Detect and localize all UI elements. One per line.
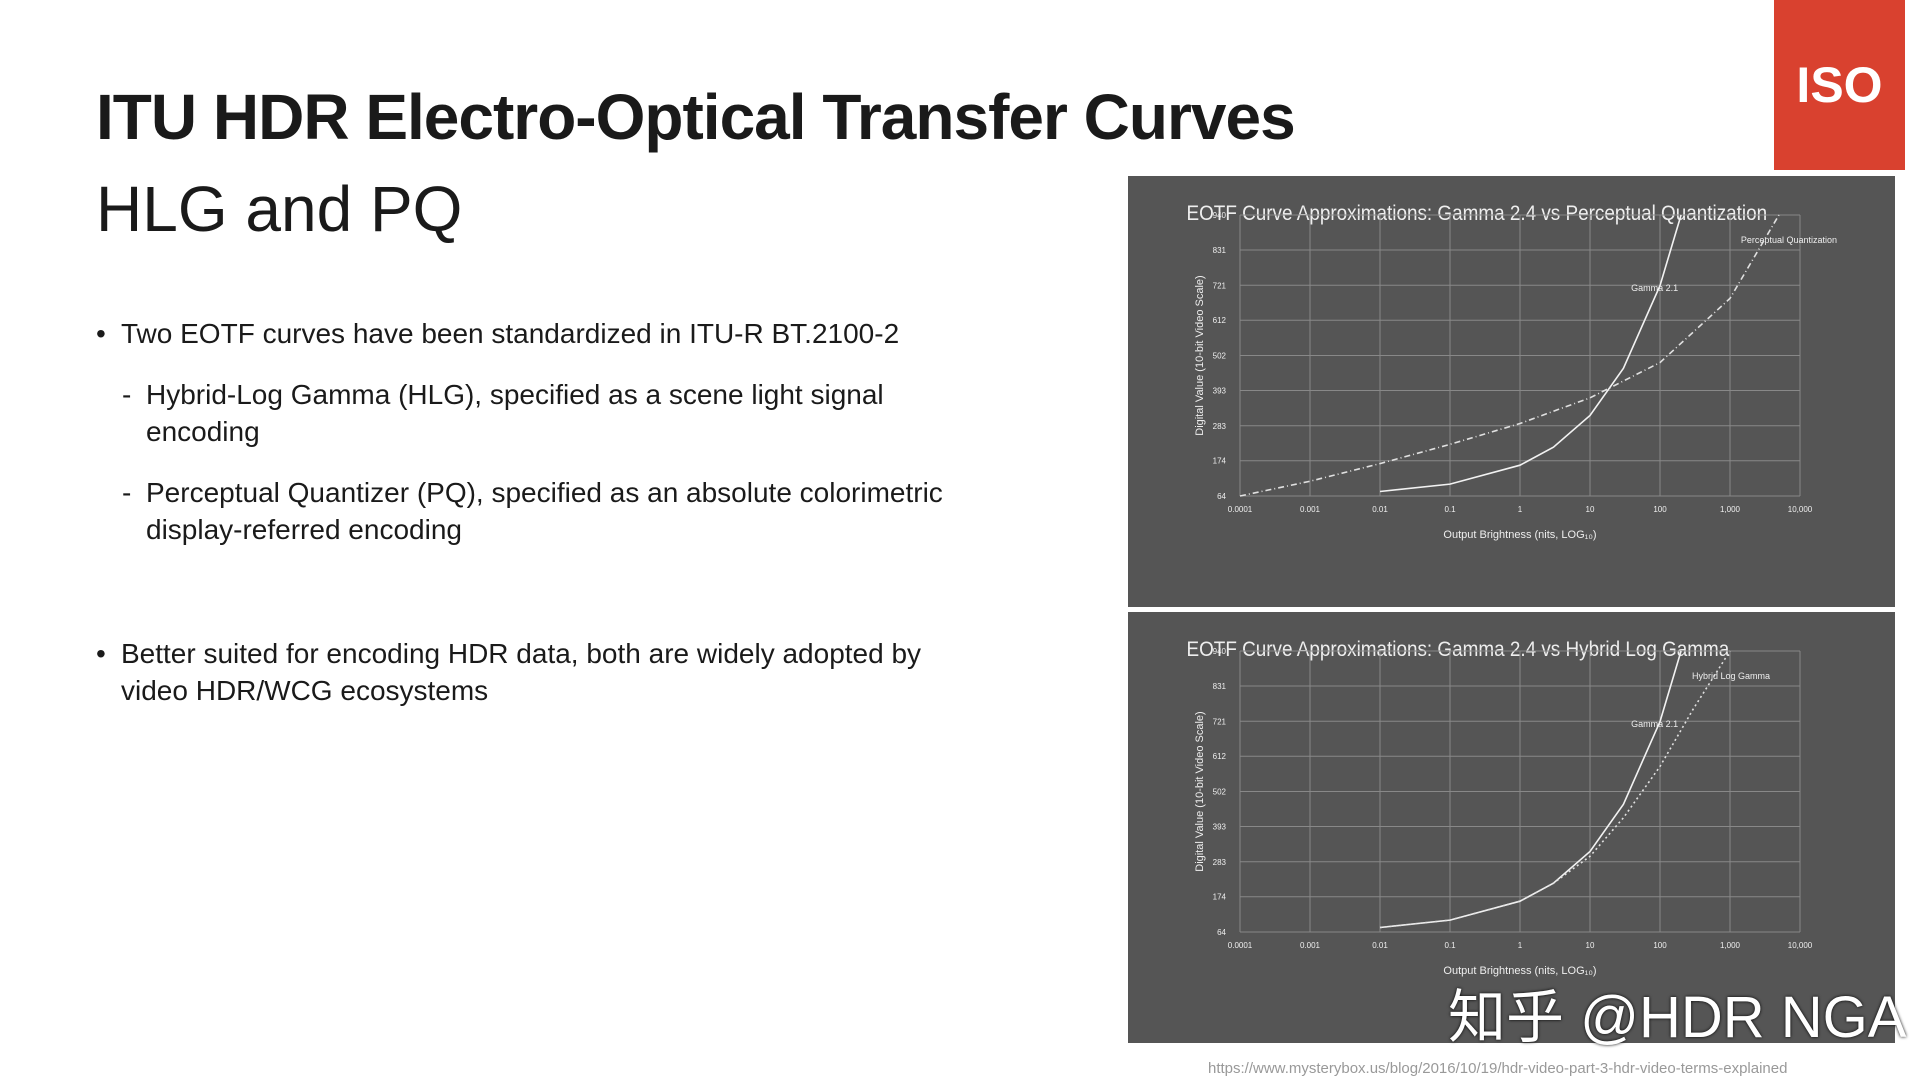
x-tick-label: 0.01	[1372, 941, 1388, 950]
y-tick-label: 831	[1213, 246, 1227, 255]
x-axis-label: Output Brightness (nits, LOG₁₀)	[1443, 965, 1596, 977]
y-tick-label: 393	[1213, 386, 1227, 395]
x-tick-label: 10	[1586, 941, 1595, 950]
x-tick-label: 10,000	[1788, 505, 1813, 514]
y-tick-label: 393	[1213, 822, 1227, 831]
x-axis-label: Output Brightness (nits, LOG₁₀)	[1443, 529, 1596, 541]
curve	[1239, 214, 1780, 497]
y-tick-label: 502	[1213, 788, 1227, 797]
x-tick-label: 0.0001	[1228, 941, 1253, 950]
chart: EOTF Curve Approximations: Gamma 2.4 vs …	[1187, 202, 1837, 541]
y-tick-label: 612	[1213, 316, 1227, 325]
y-tick-label: 612	[1213, 752, 1227, 761]
bullet-dot: •	[96, 318, 106, 349]
y-tick-label: 174	[1213, 457, 1227, 466]
x-tick-label: 1,000	[1720, 505, 1741, 514]
bullet-dot: •	[96, 638, 106, 669]
bullet: • Two EOTF curves have been standardized …	[96, 315, 956, 548]
sub-bullet: Hybrid-Log Gamma (HLG), specified as a s…	[122, 376, 956, 450]
x-tick-label: 100	[1653, 505, 1667, 514]
x-tick-label: 100	[1653, 941, 1667, 950]
watermark: 知乎 @HDR NGA	[1448, 985, 1907, 1050]
series-label: Perceptual Quantization	[1741, 235, 1837, 245]
bullet: • Better suited for encoding HDR data, bo…	[96, 635, 956, 709]
bullet-text: Two EOTF curves have been standardized i…	[121, 318, 900, 349]
y-tick-label: 64	[1217, 928, 1226, 937]
subtitle: HLG and PQ	[96, 173, 463, 245]
title: ITU HDR Electro-Optical Transfer Curves	[96, 81, 1296, 153]
x-tick-label: 1	[1518, 941, 1523, 950]
y-tick-label: 174	[1213, 893, 1227, 902]
y-tick-label: 831	[1213, 682, 1227, 691]
logo: ISO	[1774, 0, 1905, 170]
x-tick-label: 0.001	[1300, 941, 1321, 950]
y-tick-label: 940	[1213, 647, 1227, 656]
y-axis-label: Digital Value (10-bit Video Scale)	[1194, 275, 1206, 435]
y-tick-label: 502	[1213, 352, 1227, 361]
x-tick-label: 0.001	[1300, 505, 1321, 514]
series-label: Gamma 2.1	[1631, 719, 1678, 729]
x-tick-label: 0.01	[1372, 505, 1388, 514]
y-tick-label: 940	[1213, 211, 1227, 220]
y-tick-label: 283	[1213, 422, 1227, 431]
series-label: Hybrid Log Gamma	[1692, 671, 1770, 681]
x-tick-label: 0.1	[1444, 941, 1456, 950]
y-tick-label: 721	[1213, 281, 1227, 290]
y-axis-label: Digital Value (10-bit Video Scale)	[1194, 711, 1206, 871]
curve	[1379, 650, 1731, 929]
y-tick-label: 64	[1217, 492, 1226, 501]
x-tick-label: 0.1	[1444, 505, 1456, 514]
series-label: Gamma 2.1	[1631, 283, 1678, 293]
chart-panel: EOTF Curve Approximations: Gamma 2.4 vs …	[1128, 176, 1895, 607]
sub-bullet: Perceptual Quantizer (PQ), specified as …	[122, 474, 956, 548]
chart: EOTF Curve Approximations: Gamma 2.4 vs …	[1187, 638, 1813, 977]
chart-title: EOTF Curve Approximations: Gamma 2.4 vs …	[1187, 638, 1731, 661]
x-tick-label: 10,000	[1788, 941, 1813, 950]
chart-title: EOTF Curve Approximations: Gamma 2.4 vs …	[1187, 202, 1768, 225]
x-tick-label: 1	[1518, 505, 1523, 514]
bullet-text: Better suited for encoding HDR data, bot…	[121, 638, 922, 706]
x-tick-label: 10	[1586, 505, 1595, 514]
y-tick-label: 283	[1213, 858, 1227, 867]
x-tick-label: 1,000	[1720, 941, 1741, 950]
y-tick-label: 721	[1213, 717, 1227, 726]
chart-panel: EOTF Curve Approximations: Gamma 2.4 vs …	[1128, 612, 1895, 1043]
source-url: https://www.mysterybox.us/blog/2016/10/1…	[1208, 1060, 1788, 1077]
x-tick-label: 0.0001	[1228, 505, 1253, 514]
curve	[1379, 650, 1682, 929]
curve	[1379, 214, 1682, 493]
